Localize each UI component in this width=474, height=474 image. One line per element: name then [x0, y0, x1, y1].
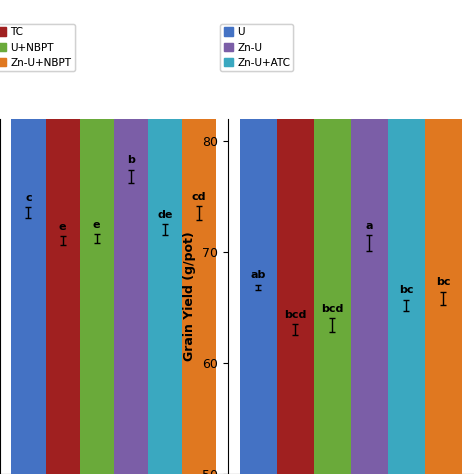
- Y-axis label: Grain Yield (g/pot): Grain Yield (g/pot): [183, 231, 196, 361]
- Bar: [182, 0, 216, 474]
- Bar: [46, 0, 80, 474]
- Text: bc: bc: [399, 285, 413, 295]
- Text: bcd: bcd: [284, 310, 307, 319]
- Bar: [351, 0, 388, 474]
- Text: cd: cd: [192, 192, 206, 202]
- Text: ab: ab: [251, 270, 266, 280]
- Bar: [240, 0, 277, 474]
- Bar: [11, 0, 46, 474]
- Bar: [114, 0, 148, 474]
- Text: de: de: [157, 210, 173, 219]
- Bar: [388, 0, 425, 474]
- Text: bcd: bcd: [321, 304, 344, 314]
- Bar: [314, 0, 351, 474]
- Text: b: b: [127, 155, 135, 165]
- Text: a: a: [365, 221, 373, 231]
- Legend: U, Zn-U, Zn-U+ATC: U, Zn-U, Zn-U+ATC: [220, 24, 293, 71]
- Bar: [148, 0, 182, 474]
- Bar: [277, 0, 314, 474]
- Bar: [80, 0, 114, 474]
- Text: bc: bc: [436, 277, 450, 287]
- Bar: [425, 0, 462, 474]
- Text: c: c: [25, 193, 32, 203]
- Text: e: e: [59, 222, 66, 232]
- Text: e: e: [93, 219, 100, 229]
- Legend: TC, U+NBPT, Zn-U+NBPT: TC, U+NBPT, Zn-U+NBPT: [0, 24, 74, 71]
